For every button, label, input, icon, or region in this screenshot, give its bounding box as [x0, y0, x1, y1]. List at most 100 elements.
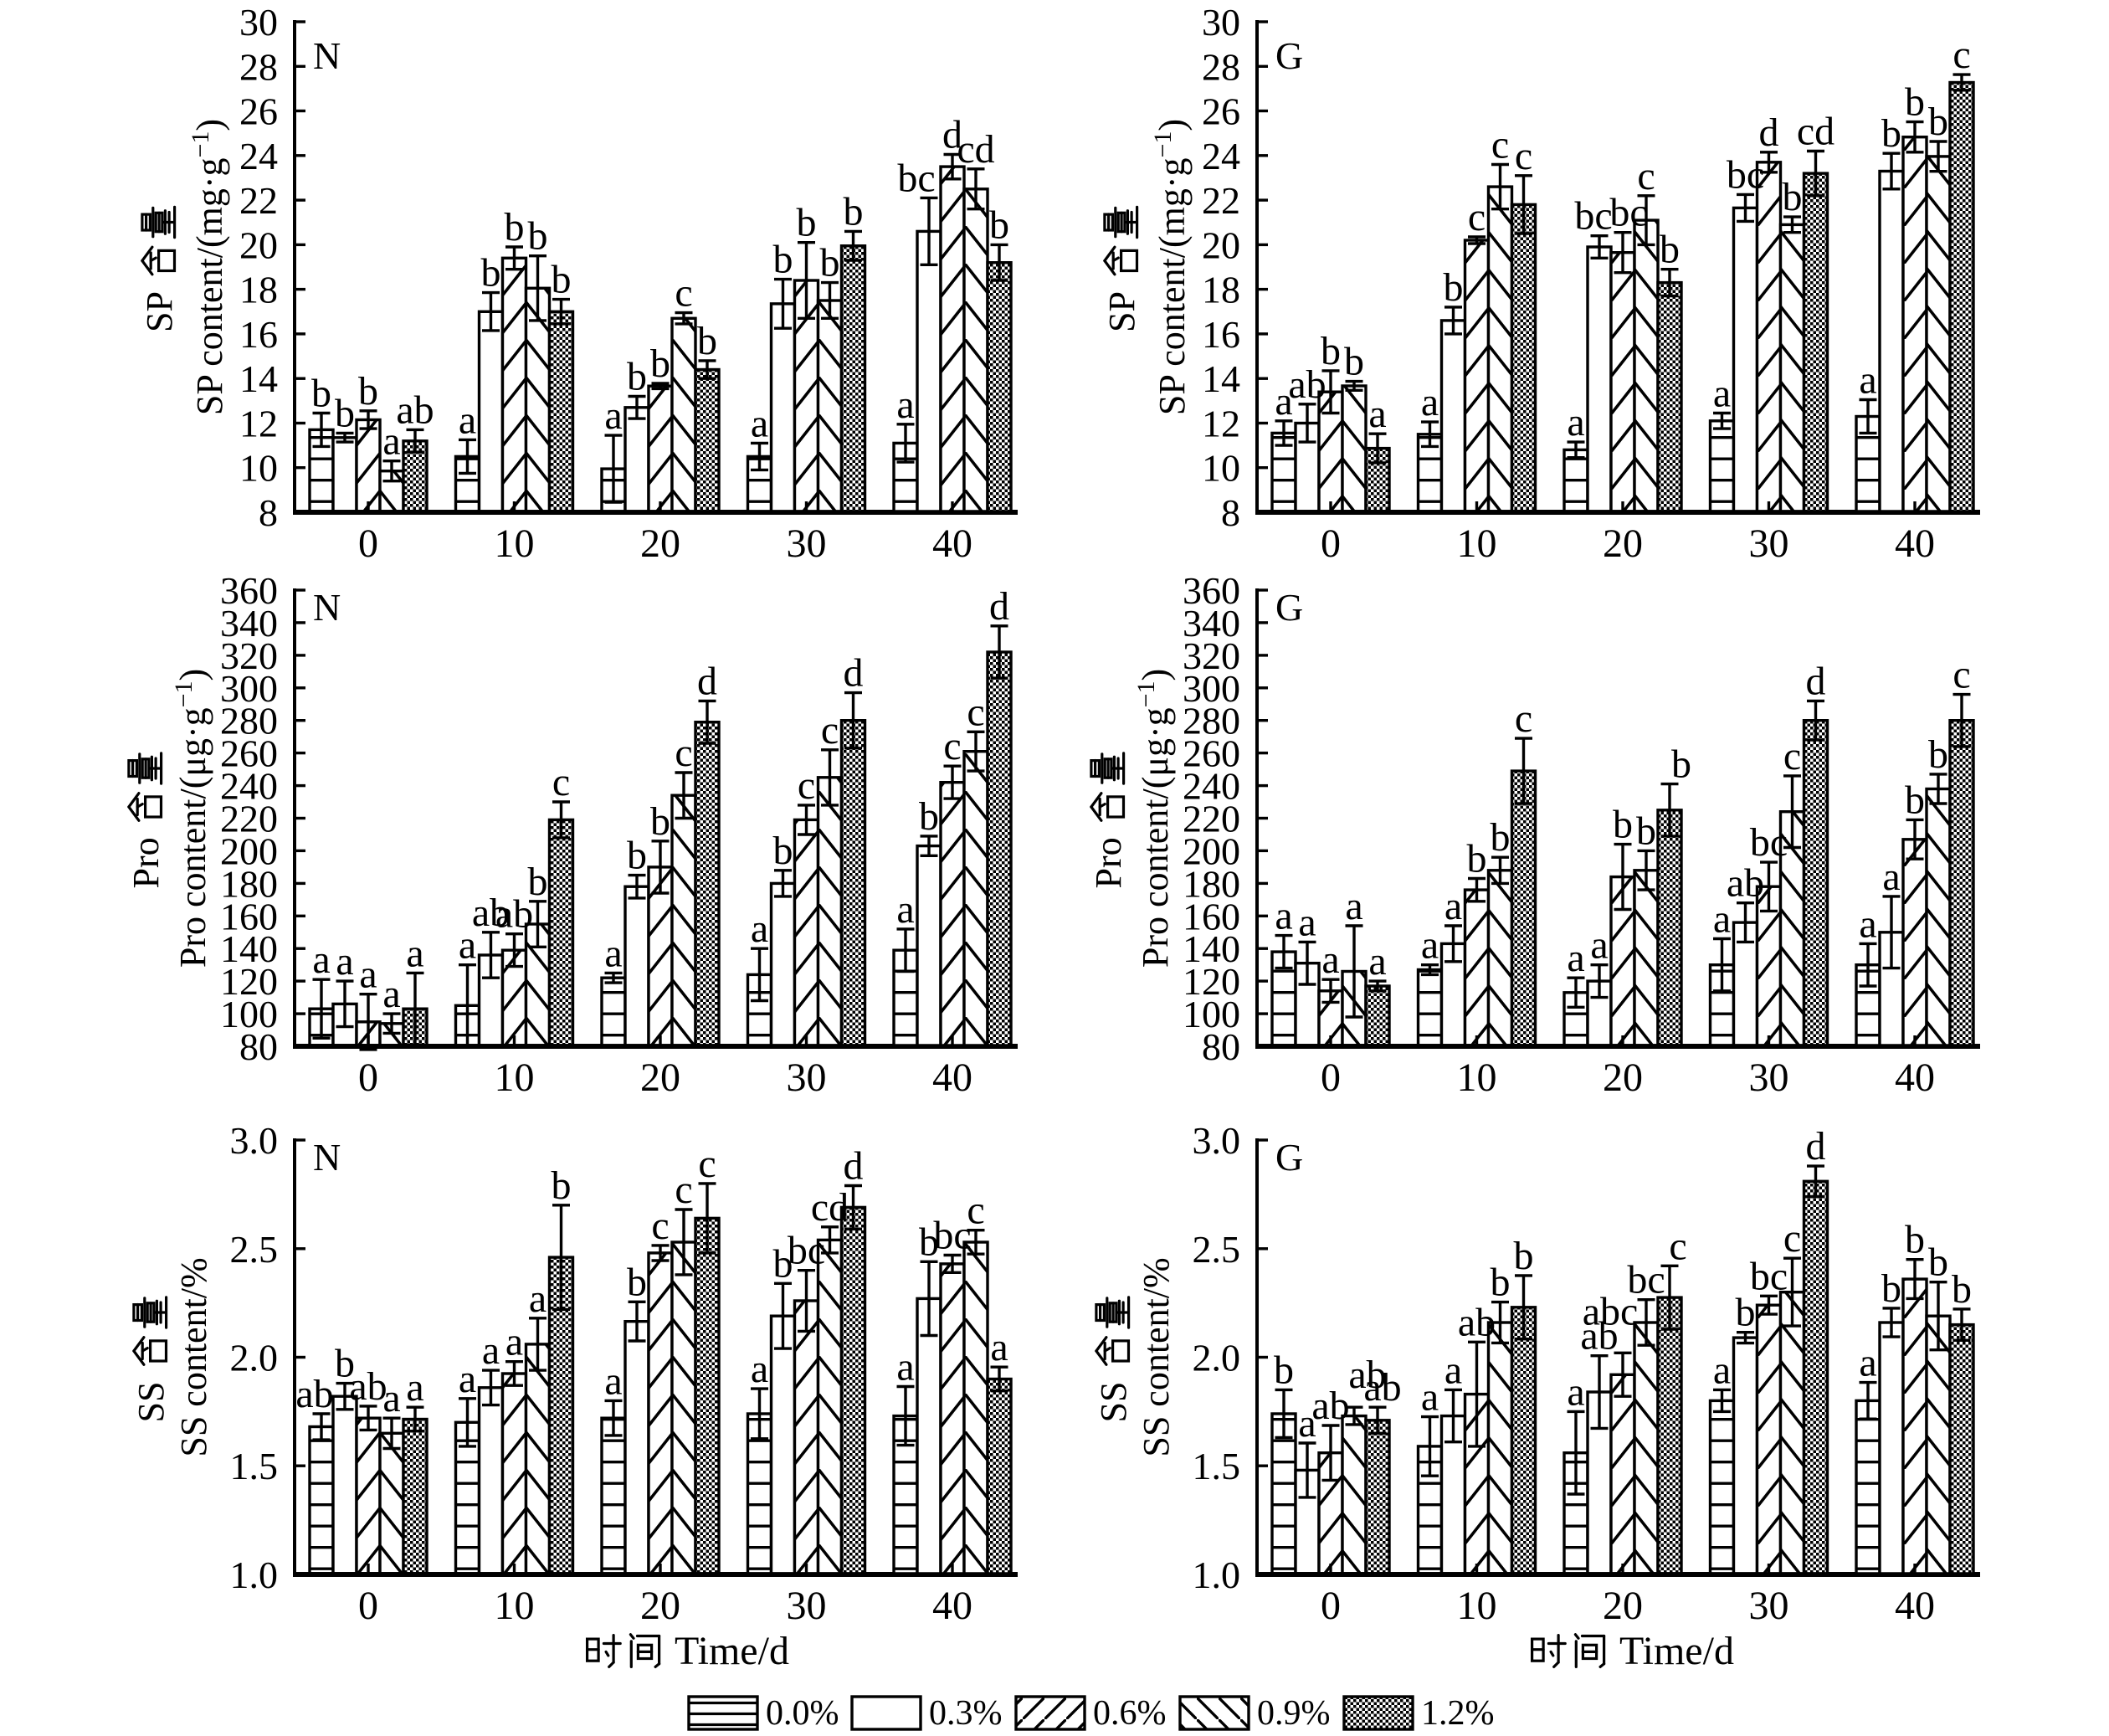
- svg-text:b: b: [1344, 340, 1364, 384]
- svg-text:320: 320: [1183, 634, 1240, 677]
- svg-text:1.2%: 1.2%: [1421, 1694, 1495, 1733]
- svg-text:a: a: [459, 923, 476, 968]
- svg-text:a: a: [382, 419, 400, 464]
- svg-text:b: b: [1736, 1291, 1756, 1335]
- svg-text:bc: bc: [788, 1229, 825, 1273]
- svg-text:Time/d: Time/d: [675, 1629, 789, 1673]
- svg-text:16: 16: [239, 313, 278, 356]
- svg-text:120: 120: [1183, 960, 1240, 1003]
- svg-text:b: b: [335, 391, 355, 435]
- svg-text:b: b: [1928, 732, 1948, 777]
- svg-text:a: a: [1321, 937, 1339, 982]
- svg-text:10: 10: [495, 1584, 535, 1628]
- svg-text:bc: bc: [897, 156, 935, 200]
- svg-text:2.5: 2.5: [1193, 1228, 1241, 1271]
- svg-text:b: b: [528, 214, 548, 259]
- svg-text:80: 80: [239, 1025, 278, 1068]
- svg-text:120: 120: [220, 960, 278, 1003]
- svg-text:0.6%: 0.6%: [1093, 1694, 1167, 1733]
- svg-text:16: 16: [1202, 313, 1240, 356]
- svg-text:b: b: [1321, 329, 1341, 373]
- svg-text:22: 22: [239, 179, 278, 222]
- svg-text:40: 40: [932, 521, 972, 566]
- svg-text:b: b: [1660, 228, 1680, 272]
- svg-text:100: 100: [1183, 993, 1240, 1035]
- svg-text:cd: cd: [811, 1185, 849, 1230]
- svg-text:G: G: [1275, 34, 1303, 77]
- svg-text:b: b: [358, 369, 378, 413]
- svg-text:20: 20: [640, 1055, 680, 1100]
- svg-text:0.0%: 0.0%: [766, 1694, 839, 1733]
- svg-text:a: a: [1421, 923, 1439, 968]
- svg-text:180: 180: [220, 862, 278, 905]
- svg-text:10: 10: [1457, 521, 1497, 566]
- svg-text:b: b: [1613, 803, 1633, 847]
- svg-text:SP: SP: [1101, 291, 1142, 332]
- svg-text:bc: bc: [1609, 191, 1647, 235]
- svg-text:240: 240: [1183, 765, 1240, 808]
- svg-text:b: b: [1671, 742, 1691, 787]
- svg-text:bc: bc: [933, 1214, 971, 1258]
- svg-text:260: 260: [1183, 732, 1240, 775]
- svg-text:b: b: [481, 251, 501, 295]
- svg-text:c: c: [1637, 154, 1655, 198]
- svg-text:a: a: [1368, 392, 1386, 436]
- svg-text:d: d: [844, 651, 864, 696]
- svg-text:b: b: [1905, 1218, 1925, 1262]
- svg-text:d: d: [844, 1144, 864, 1189]
- svg-text:abc: abc: [1583, 1289, 1639, 1333]
- svg-text:b: b: [1928, 1240, 1948, 1285]
- svg-text:160: 160: [1183, 895, 1240, 937]
- svg-text:20: 20: [640, 1584, 680, 1628]
- svg-text:a: a: [1444, 1348, 1462, 1392]
- svg-text:SP content/(mg·g−1): SP content/(mg·g−1): [1149, 119, 1193, 415]
- svg-text:SS content/%: SS content/%: [173, 1257, 214, 1456]
- svg-text:a: a: [751, 401, 768, 445]
- svg-text:10: 10: [495, 1055, 535, 1100]
- svg-text:b: b: [773, 829, 793, 873]
- svg-text:30: 30: [1749, 1055, 1789, 1100]
- svg-text:a: a: [482, 1328, 500, 1373]
- svg-text:10: 10: [1457, 1584, 1497, 1628]
- svg-text:200: 200: [220, 829, 278, 872]
- svg-text:ab: ab: [1727, 861, 1764, 906]
- svg-text:1.5: 1.5: [230, 1445, 279, 1487]
- svg-text:a: a: [896, 887, 914, 932]
- svg-text:a: a: [382, 1376, 400, 1420]
- svg-text:14: 14: [1202, 357, 1240, 400]
- svg-text:20: 20: [239, 223, 278, 266]
- svg-text:10: 10: [495, 521, 535, 566]
- svg-text:d: d: [1806, 1124, 1826, 1168]
- svg-text:b: b: [1881, 1266, 1901, 1311]
- svg-text:d: d: [1759, 110, 1779, 155]
- svg-text:220: 220: [1183, 798, 1240, 840]
- svg-text:320: 320: [220, 634, 278, 677]
- svg-text:8: 8: [259, 491, 278, 534]
- svg-text:340: 340: [220, 602, 278, 645]
- svg-text:0: 0: [358, 1055, 378, 1100]
- svg-text:a: a: [751, 907, 768, 951]
- svg-text:c: c: [698, 1142, 716, 1186]
- svg-text:0: 0: [1321, 1584, 1341, 1628]
- svg-text:a: a: [896, 1345, 914, 1389]
- svg-text:a: a: [1859, 901, 1876, 946]
- svg-text:Time/d: Time/d: [1619, 1629, 1734, 1673]
- svg-text:cd: cd: [1797, 110, 1834, 154]
- svg-text:d: d: [697, 659, 717, 703]
- svg-text:a: a: [406, 1365, 423, 1410]
- svg-text:b: b: [627, 834, 647, 878]
- svg-text:c: c: [1515, 696, 1532, 741]
- svg-text:20: 20: [1603, 521, 1643, 566]
- svg-text:80: 80: [1202, 1025, 1240, 1068]
- svg-text:10: 10: [1457, 1055, 1497, 1100]
- svg-text:30: 30: [1202, 1, 1240, 44]
- svg-text:b: b: [697, 319, 717, 363]
- svg-text:40: 40: [932, 1584, 972, 1628]
- svg-text:N: N: [313, 34, 341, 77]
- svg-text:b: b: [650, 799, 670, 844]
- svg-text:a: a: [604, 393, 622, 438]
- svg-text:20: 20: [1603, 1055, 1643, 1100]
- svg-text:26: 26: [239, 90, 278, 133]
- svg-text:0: 0: [358, 521, 378, 566]
- svg-text:a: a: [1713, 897, 1731, 942]
